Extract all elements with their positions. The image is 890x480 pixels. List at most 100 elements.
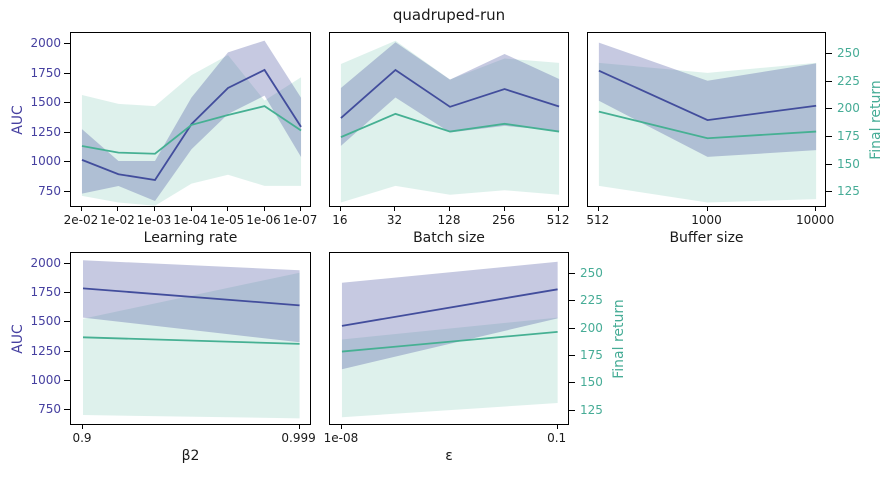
y-tick-label-left: 1250 [30, 124, 61, 139]
y-tick-mark-left [64, 191, 70, 192]
x-tick-label: 0.999 [281, 431, 316, 445]
x-tick-label: 512 [546, 213, 570, 227]
auc-band [341, 261, 558, 370]
figure-title: quadruped-run [392, 6, 506, 24]
x-tick-mark [300, 207, 302, 211]
x-tick-mark [558, 207, 560, 211]
y-tick-label-right: 125 [837, 184, 860, 199]
ylabel-auc: AUC [10, 104, 26, 135]
x-tick-mark [597, 207, 599, 211]
x-tick-mark [339, 207, 341, 211]
y-tick-mark-right [826, 136, 832, 138]
final-return-band [81, 55, 302, 206]
x-tick-label: 1000 [691, 213, 722, 227]
y-tick-label-right: 175 [837, 129, 860, 144]
y-tick-label-left: 1750 [30, 285, 61, 300]
auc-band [598, 42, 817, 157]
y-tick-mark-left [64, 161, 70, 163]
final-return-line [82, 336, 300, 345]
x-tick-mark [227, 207, 228, 211]
y-tick-mark-right [569, 382, 575, 384]
auc-line [340, 68, 560, 119]
ylabel-final-return: Final return [868, 79, 884, 160]
y-tick-mark-left [64, 409, 70, 411]
y-tick-label-right: 125 [580, 402, 603, 417]
ylabel-final-return: Final return [611, 298, 627, 379]
y-tick-label-left: 2000 [30, 35, 61, 50]
x-tick-label: 0.1 [547, 431, 567, 445]
final-return-band [598, 62, 817, 203]
x-tick-label: 1e-05 [209, 213, 245, 227]
final-return-band [340, 40, 560, 203]
final-return-line [341, 330, 558, 353]
x-tick-mark [117, 207, 119, 211]
xlabel--2: β2 [181, 448, 200, 464]
x-tick-mark [153, 207, 155, 211]
y-tick-mark-right [569, 300, 575, 302]
y-tick-mark-left [64, 350, 70, 352]
x-tick-label: 1e-02 [100, 213, 135, 227]
y-tick-mark-right [569, 409, 575, 411]
y-tick-mark-left [64, 72, 70, 74]
y-tick-label-left: 750 [38, 184, 61, 198]
plot-area [81, 40, 302, 206]
x-tick-label: 1e-08 [323, 431, 359, 445]
final-return-line [598, 110, 817, 140]
auc-band [81, 40, 302, 202]
y-tick-mark-right [826, 108, 832, 110]
y-tick-label-left: 1000 [30, 154, 61, 169]
auc-line [341, 288, 558, 327]
y-tick-label-right: 200 [837, 101, 860, 116]
y-tick-mark-right [569, 327, 575, 329]
subplot-beta2 [70, 252, 311, 425]
y-tick-label-left: 1500 [30, 95, 61, 110]
x-tick-mark [340, 425, 342, 429]
y-tick-mark-left [64, 262, 70, 264]
y-tick-label-right: 225 [580, 293, 603, 308]
y-tick-mark-right [826, 191, 832, 193]
subplot-batch-size [329, 32, 569, 207]
plot-area [598, 42, 817, 203]
x-tick-label: 1e-06 [246, 213, 281, 227]
xlabel--: ε [445, 448, 453, 464]
y-tick-mark-left [64, 131, 70, 133]
x-tick-mark [556, 425, 558, 429]
x-tick-label: 128 [437, 213, 461, 227]
y-tick-mark-left [64, 42, 70, 44]
x-tick-mark [503, 207, 505, 211]
x-tick-mark [82, 425, 83, 429]
y-tick-mark-right [826, 53, 832, 55]
y-tick-mark-right [569, 272, 575, 274]
plot-area [82, 260, 300, 419]
xlabel-buffer-size: Buffer size [669, 230, 744, 246]
y-tick-label-left: 750 [38, 402, 61, 417]
y-tick-label-left: 1500 [30, 314, 61, 329]
y-tick-label-left: 1000 [30, 372, 61, 387]
y-tick-label-left: 1750 [30, 65, 61, 80]
subplot-epsilon [329, 252, 569, 425]
y-tick-mark-left [64, 321, 70, 323]
x-tick-label: 16 [332, 213, 348, 227]
x-tick-mark [815, 207, 817, 211]
x-tick-mark [190, 207, 192, 211]
y-tick-label-right: 150 [580, 375, 603, 390]
y-tick-mark-right [826, 163, 832, 165]
subplot-learning-rate [70, 32, 311, 207]
final-return-line [340, 112, 560, 138]
x-tick-mark [449, 207, 450, 211]
final-return-line [81, 105, 302, 155]
x-tick-mark [80, 207, 82, 211]
x-tick-mark [298, 425, 300, 429]
y-tick-mark-left [64, 292, 70, 294]
x-tick-label: 10000 [796, 213, 835, 227]
x-tick-label: 2e-02 [63, 213, 99, 227]
final-return-band [83, 272, 300, 419]
x-tick-label: 512 [586, 213, 610, 227]
x-tick-label: 0.9 [72, 431, 92, 445]
y-tick-label-left: 2000 [30, 255, 61, 270]
x-tick-label: 1e-04 [173, 213, 208, 227]
x-tick-label: 1e-07 [282, 213, 318, 227]
auc-band [83, 260, 300, 343]
y-tick-label-right: 225 [837, 73, 860, 88]
